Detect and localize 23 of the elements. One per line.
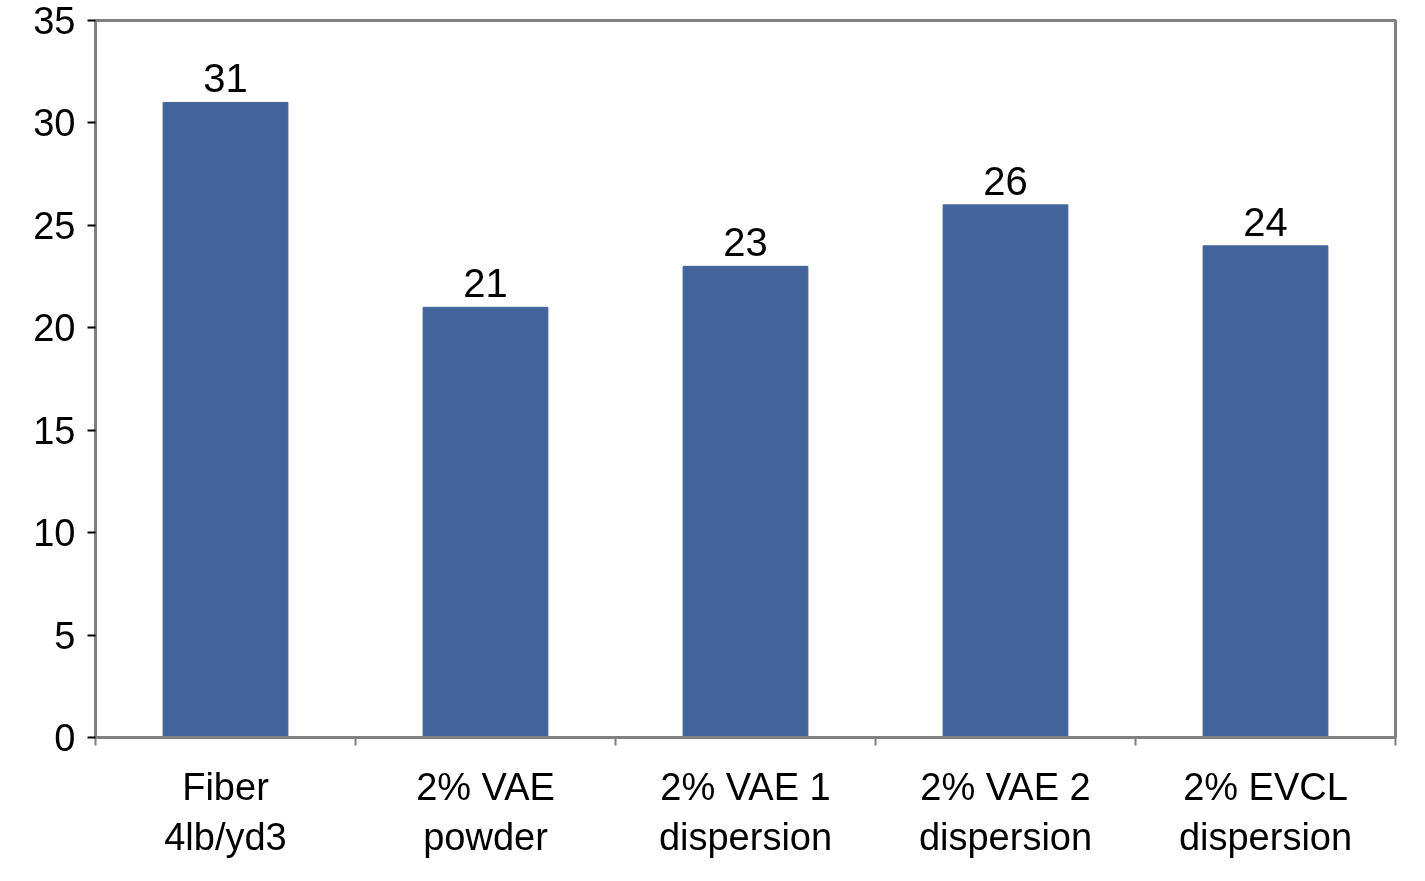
y-tick-label: 0 bbox=[54, 717, 76, 759]
bar bbox=[422, 306, 549, 738]
x-tick-label: 2% VAE 1 dispersion bbox=[658, 765, 833, 858]
y-tick-label: 30 bbox=[33, 102, 76, 145]
y-tick-label: 10 bbox=[33, 512, 76, 555]
data-label: 23 bbox=[723, 220, 768, 265]
x-tick-label: 2% VAE 2 dispersion bbox=[918, 765, 1093, 858]
y-tick-label: 25 bbox=[33, 204, 76, 247]
y-tick-label: 15 bbox=[33, 409, 76, 452]
bar bbox=[942, 204, 1069, 738]
bar bbox=[1202, 245, 1329, 738]
data-label: 31 bbox=[203, 56, 248, 101]
data-label: 24 bbox=[1243, 199, 1288, 244]
x-tick-label: Fiber 4lb/yd3 bbox=[164, 765, 287, 858]
bar bbox=[162, 101, 289, 738]
bar bbox=[682, 265, 809, 738]
data-label: 26 bbox=[983, 158, 1028, 203]
x-tick-label: 2% VAE powder bbox=[416, 765, 555, 858]
x-tick-label: 2% EVCL dispersion bbox=[1178, 765, 1353, 858]
y-tick-label: 35 bbox=[33, 0, 76, 42]
y-tick-label: 20 bbox=[33, 307, 76, 350]
data-label: 21 bbox=[463, 261, 508, 306]
y-tick-label: 5 bbox=[54, 614, 76, 657]
